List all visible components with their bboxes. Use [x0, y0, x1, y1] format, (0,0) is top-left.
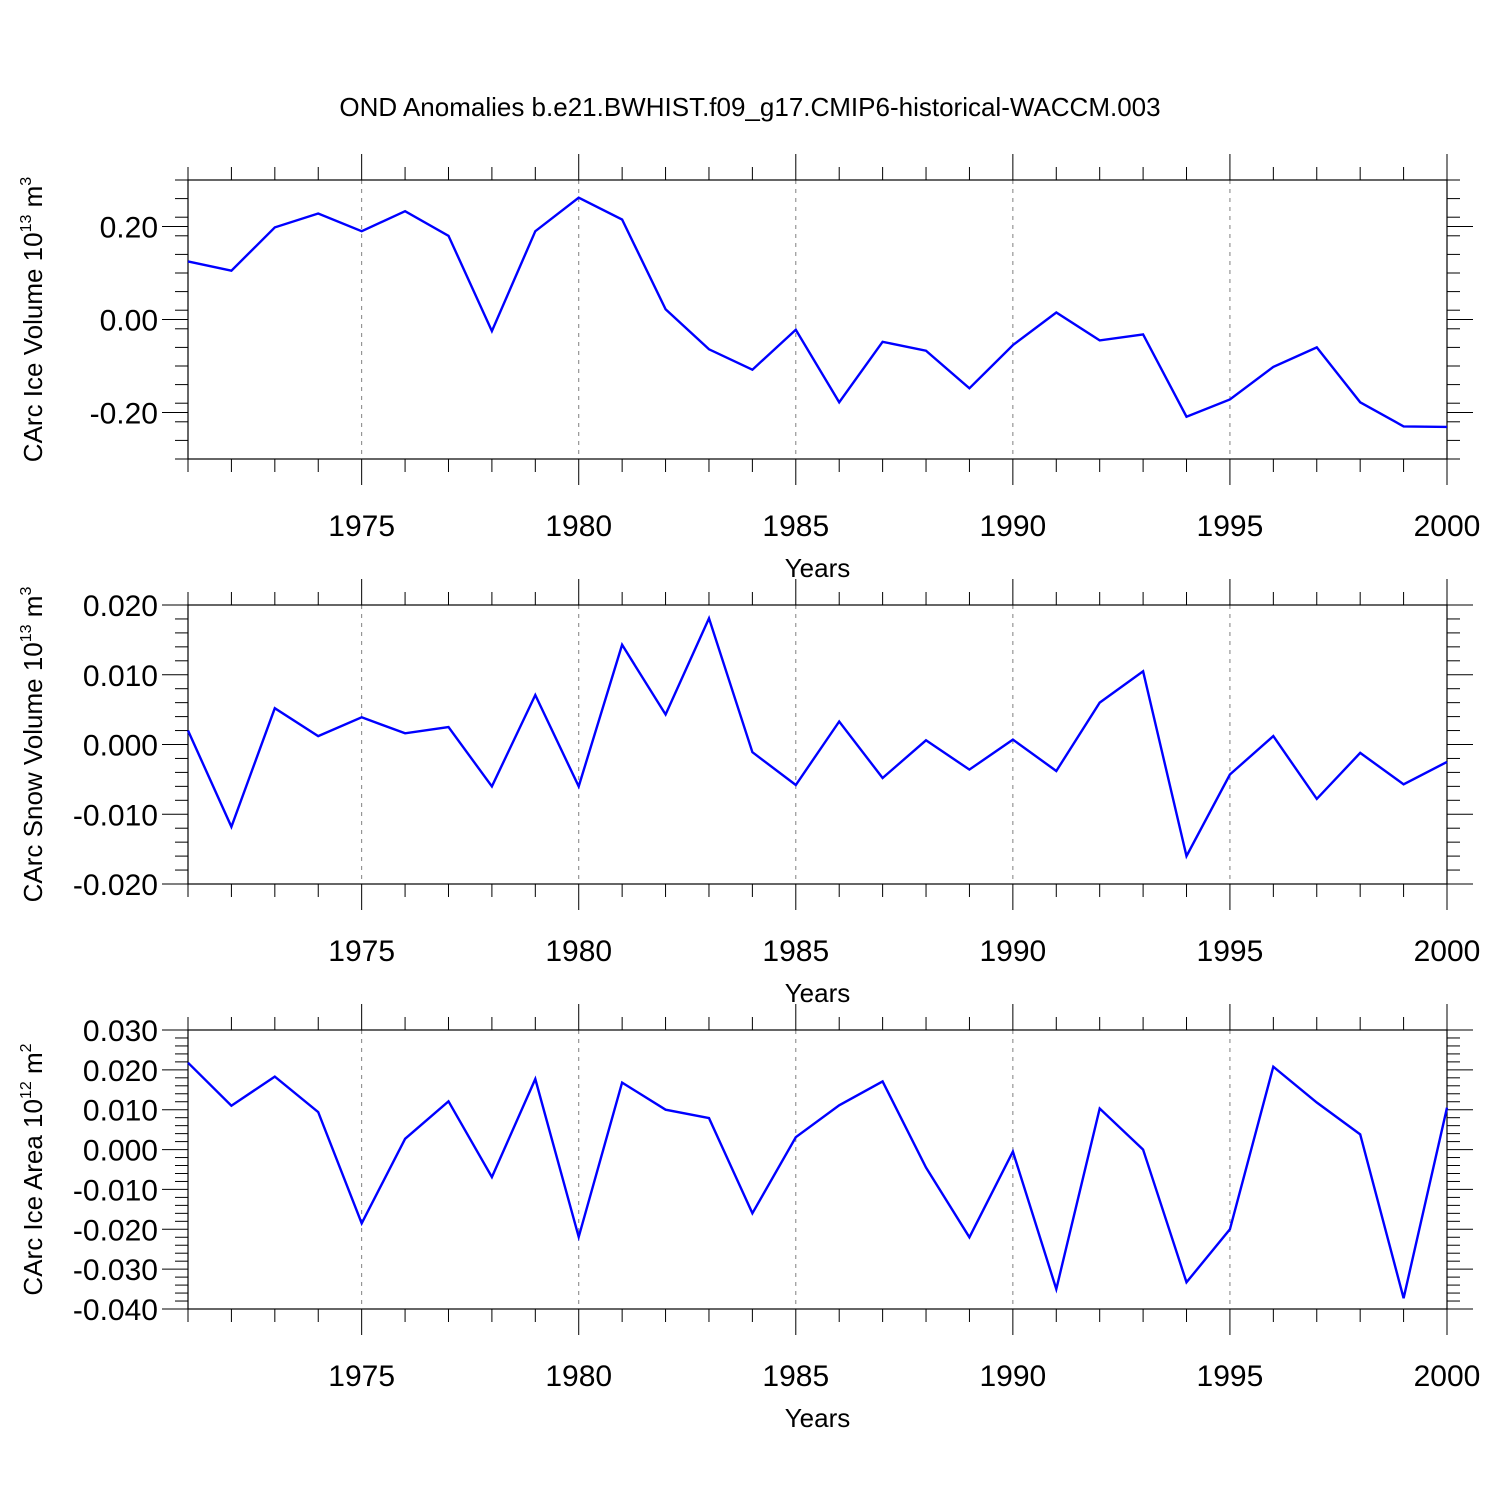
x-tick-label: 1985	[762, 1360, 829, 1393]
y-tick-label: 0.20	[100, 212, 158, 245]
y-axis-title-exp: 13	[18, 624, 35, 642]
y-axis-title: CArc Ice Area 1012 m2	[18, 1043, 48, 1295]
y-axis-title-unit-exp: 2	[18, 1043, 35, 1052]
x-tick-label: 2000	[1414, 1360, 1481, 1393]
y-tick-label: -0.010	[73, 1174, 158, 1207]
series-line	[187, 1061, 1449, 1299]
y-tick-label: -0.020	[73, 869, 158, 902]
plot-frame	[187, 1029, 1448, 1310]
x-tick-label: 1980	[545, 935, 612, 968]
y-tick-label: 0.010	[83, 1095, 158, 1128]
x-tick-label: 1990	[979, 1360, 1046, 1393]
y-axis-title: CArc Ice Volume 1013 m3	[18, 177, 48, 462]
y-tick-label: -0.20	[90, 398, 158, 431]
panel-3: -0.040 -0.030 -0.020 -0.010 0.000 0.010 0.020 0…	[18, 1004, 1480, 1433]
series-line	[186, 614, 1448, 860]
y-tick-label: 0.000	[83, 1135, 158, 1168]
x-tick-label: 1975	[328, 510, 395, 543]
y-axis-title-unit: m	[18, 596, 48, 625]
y-axis-title-unit-exp: 3	[18, 587, 35, 596]
panel-2: -0.020 -0.010 0.000 0.010 0.020 1975 1980 1985 1…	[18, 579, 1480, 1008]
x-tick-label: 1990	[979, 935, 1046, 968]
x-tick-label: 1985	[762, 510, 829, 543]
x-tick-label: 2000	[1414, 935, 1481, 968]
y-tick-label: 0.020	[83, 590, 158, 623]
y-axis-title-base: CArc Ice Area 10	[18, 1099, 48, 1296]
x-tick-label: 1995	[1197, 935, 1264, 968]
y-tick-label: -0.010	[73, 799, 158, 832]
x-tick-label: 1995	[1197, 510, 1264, 543]
x-tick-label: 1975	[328, 1360, 395, 1393]
y-tick-label: 0.020	[83, 1055, 158, 1088]
y-axis-title-unit: m	[18, 1052, 48, 1081]
y-axis-title-exp: 12	[18, 1081, 35, 1099]
series-line	[187, 196, 1448, 429]
y-tick-label: 0.000	[83, 730, 158, 763]
x-axis-title: Years	[785, 1403, 851, 1433]
x-axis-title: Years	[785, 553, 851, 583]
y-tick-label: 0.010	[83, 660, 158, 693]
y-axis-title: CArc Snow Volume 1013 m3	[18, 587, 48, 903]
x-tick-label: 1985	[762, 935, 829, 968]
y-axis-title-base: CArc Ice Volume 10	[18, 232, 48, 462]
y-tick-label: -0.030	[73, 1254, 158, 1287]
x-tick-label: 2000	[1414, 510, 1481, 543]
plot-frame	[187, 179, 1448, 460]
y-tick-label: -0.020	[73, 1214, 158, 1247]
y-axis-title-unit-exp: 3	[18, 177, 35, 186]
y-axis-title-exp: 13	[18, 215, 35, 233]
y-tick-label: -0.040	[73, 1294, 158, 1327]
y-axis-title-base: CArc Snow Volume 10	[18, 642, 48, 902]
y-tick-label: 0.00	[100, 305, 158, 338]
x-tick-label: 1980	[545, 510, 612, 543]
plot-frame	[187, 604, 1448, 885]
x-tick-label: 1995	[1197, 1360, 1264, 1393]
x-tick-label: 1990	[979, 510, 1046, 543]
x-tick-label: 1975	[328, 935, 395, 968]
main-title: OND Anomalies b.e21.BWHIST.f09_g17.CMIP6…	[339, 92, 1160, 122]
y-axis-title-unit: m	[18, 186, 48, 215]
x-tick-label: 1980	[545, 1360, 612, 1393]
x-axis-title: Years	[785, 978, 851, 1008]
panel-1: -0.20 0.00 0.20 1975 1980 1985 1990 1995 2000 Yea…	[18, 154, 1480, 583]
y-tick-label: 0.030	[83, 1015, 158, 1048]
